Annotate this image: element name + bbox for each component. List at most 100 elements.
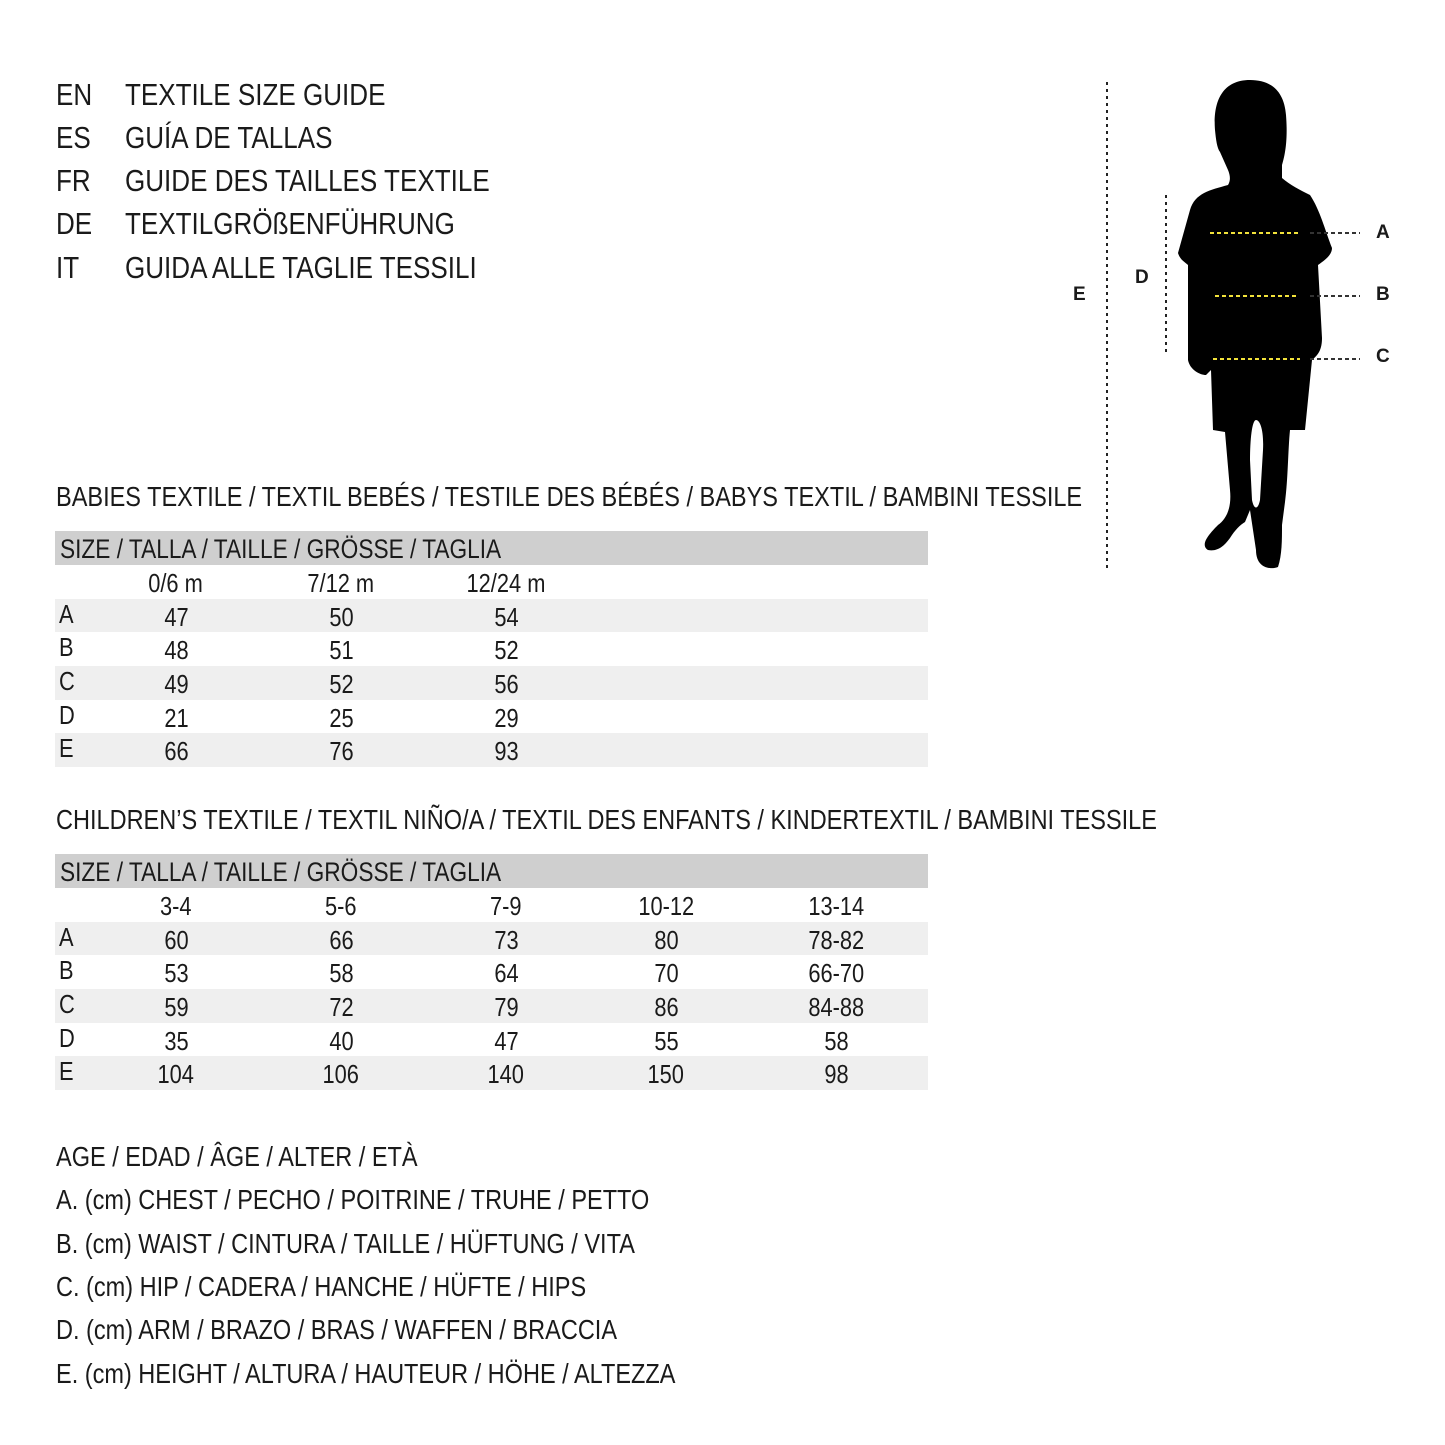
cell-value: 29 [493, 702, 519, 733]
row-label: D [59, 699, 75, 730]
cell-value: 66 [163, 736, 189, 767]
table-cell: 104 [116, 1056, 236, 1092]
row-label: E [59, 1056, 74, 1087]
table-cell: 72 [281, 989, 401, 1025]
table-cell: 52 [446, 632, 566, 668]
cell-value: 104 [157, 1059, 195, 1090]
title-text: GUÍA DE TALLAS [125, 120, 333, 155]
legend-text: A. (cm) CHEST / PECHO / POITRINE / TRUHE… [56, 1184, 650, 1215]
column-header-text: 12/24 m [466, 568, 546, 598]
column-header-text: 13-14 [808, 891, 864, 921]
table-cell: 48 [116, 632, 236, 668]
table-cell: 106 [281, 1056, 401, 1092]
table-cell: 55 [606, 1023, 726, 1059]
table-cell: 73 [446, 922, 566, 958]
table-cell: 58 [776, 1023, 896, 1059]
cell-value: 64 [493, 958, 519, 989]
row-label: D [59, 1022, 75, 1053]
cell-value: 47 [493, 1025, 519, 1056]
size-header-text: SIZE / TALLA / TAILLE / GRÖSSE / TAGLIA [60, 857, 502, 887]
table-cell: 78-82 [776, 922, 896, 958]
table-cell: 66 [116, 733, 236, 769]
column-header-text: 10-12 [638, 891, 694, 921]
row-label: B [59, 632, 74, 663]
cell-value: 76 [328, 736, 354, 767]
row-label: A [59, 598, 74, 629]
cell-value: 49 [163, 669, 189, 700]
table-cell: 52 [281, 666, 401, 702]
table-cell: 86 [606, 989, 726, 1025]
legend-hip: C. (cm) HIP / CADERA / HANCHE / HÜFTE / … [56, 1270, 687, 1304]
cell-value: 140 [487, 1059, 525, 1090]
babies-heading-text: BABIES TEXTILE / TEXTIL BEBÉS / TESTILE … [56, 481, 1083, 512]
column-header-text: 7/12 m [307, 568, 375, 598]
column-header-text: 3-4 [160, 891, 192, 921]
row-label: E [59, 733, 74, 764]
column-header-text: 5-6 [325, 891, 357, 921]
column-header-row: 0/6 m 7/12 m 12/24 m [55, 565, 928, 599]
table-cell: 79 [446, 989, 566, 1025]
table-cell: 50 [281, 599, 401, 635]
cell-value: 66-70 [808, 958, 864, 989]
cell-value: 72 [328, 992, 354, 1023]
column-header: 0/6 m [116, 565, 236, 601]
table-row: E 66 76 93 [55, 733, 928, 769]
table-cell: 53 [116, 955, 236, 991]
table-row: C 59 72 79 86 84-88 [55, 989, 928, 1023]
cell-value: 52 [493, 635, 519, 666]
cell-value: 53 [163, 958, 189, 989]
cell-value: 98 [823, 1059, 849, 1090]
table-cell: 66 [281, 922, 401, 958]
table-cell: 49 [116, 666, 236, 702]
cell-value: 150 [647, 1059, 685, 1090]
table-cell: 58 [281, 955, 401, 991]
legend-arm: D. (cm) ARM / BRAZO / BRAS / WAFFEN / BR… [56, 1313, 724, 1347]
cell-value: 35 [163, 1025, 189, 1056]
column-header-text: 7-9 [490, 891, 522, 921]
table-row: B 53 58 64 70 66-70 [55, 955, 928, 989]
label-e: E [1073, 284, 1086, 305]
cell-value: 70 [653, 958, 679, 989]
table-row: D 35 40 47 55 58 [55, 1023, 928, 1057]
column-header-row: 3-4 5-6 7-9 10-12 13-14 [55, 888, 928, 922]
cell-value: 47 [163, 601, 189, 632]
table-cell: 64 [446, 955, 566, 991]
row-label: C [59, 989, 75, 1020]
column-header: 7/12 m [281, 565, 401, 601]
lang-code: DE [56, 206, 93, 241]
legend-age: AGE / EDAD / ÂGE / ALTER / ETÀ [56, 1140, 487, 1174]
cell-value: 40 [328, 1025, 354, 1056]
table-cell: 47 [116, 599, 236, 635]
label-c: C [1376, 346, 1390, 367]
cell-value: 58 [823, 1025, 849, 1056]
cell-value: 80 [653, 924, 679, 955]
label-b: B [1376, 284, 1390, 305]
child-silhouette-figure: A B C D E [1060, 70, 1400, 580]
table-row: C 49 52 56 [55, 666, 928, 700]
lang-code: ES [56, 120, 91, 155]
column-header: 7-9 [446, 888, 566, 924]
size-header: SIZE / TALLA / TAILLE / GRÖSSE / TAGLIA [55, 531, 928, 565]
table-row: B 48 51 52 [55, 632, 928, 666]
column-header: 5-6 [281, 888, 401, 924]
cell-value: 86 [653, 992, 679, 1023]
table-cell: 54 [446, 599, 566, 635]
table-cell: 80 [606, 922, 726, 958]
cell-value: 21 [163, 702, 189, 733]
legend-text: C. (cm) HIP / CADERA / HANCHE / HÜFTE / … [56, 1271, 587, 1302]
column-header: 13-14 [776, 888, 896, 924]
title-text: TEXTILGRÖßENFÜHRUNG [125, 206, 455, 241]
label-a: A [1376, 222, 1390, 243]
table-cell: 76 [281, 733, 401, 769]
table-cell: 40 [281, 1023, 401, 1059]
babies-size-table: SIZE / TALLA / TAILLE / GRÖSSE / TAGLIA 0… [55, 531, 928, 769]
children-heading: CHILDREN’S TEXTILE / TEXTIL NIÑO/A / TEX… [56, 803, 1367, 837]
cell-value: 58 [328, 958, 354, 989]
table-cell: 29 [446, 700, 566, 736]
legend-height: E. (cm) HEIGHT / ALTURA / HAUTEUR / HÖHE… [56, 1357, 793, 1391]
column-header: 12/24 m [446, 565, 566, 601]
table-cell: 70 [606, 955, 726, 991]
legend-text: E. (cm) HEIGHT / ALTURA / HAUTEUR / HÖHE… [56, 1358, 676, 1389]
legend-waist: B. (cm) WAIST / CINTURA / TAILLE / HÜFTU… [56, 1227, 745, 1261]
cell-value: 66 [328, 924, 354, 955]
